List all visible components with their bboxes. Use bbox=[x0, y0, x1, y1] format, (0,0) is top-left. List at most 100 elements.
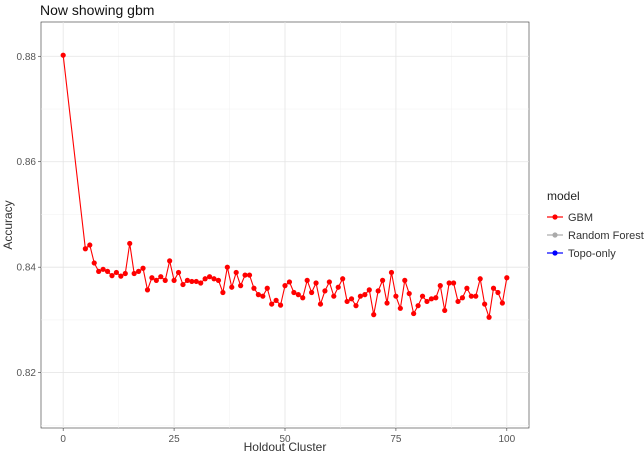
data-point bbox=[260, 293, 266, 299]
y-tick-label: 0.88 bbox=[17, 52, 37, 63]
data-point bbox=[464, 285, 470, 291]
legend-marker bbox=[552, 250, 558, 256]
data-point bbox=[215, 277, 222, 283]
data-point bbox=[459, 295, 466, 301]
data-point bbox=[366, 287, 372, 293]
data-point bbox=[357, 293, 364, 299]
data-point bbox=[233, 269, 239, 276]
data-point bbox=[326, 279, 332, 285]
data-point bbox=[122, 270, 128, 277]
legend: model GBM Random Forest Topo-only bbox=[547, 189, 644, 260]
data-point bbox=[175, 269, 182, 276]
data-point bbox=[206, 274, 213, 280]
data-point bbox=[317, 301, 324, 307]
data-point bbox=[286, 279, 293, 285]
data-point bbox=[309, 289, 315, 296]
data-point bbox=[251, 285, 257, 291]
legend-marker bbox=[552, 232, 558, 238]
data-point bbox=[144, 287, 151, 293]
chart-title: Now showing gbm bbox=[40, 2, 154, 18]
x-tick-label: 0 bbox=[60, 434, 66, 445]
legend-label: Topo-only bbox=[568, 248, 616, 260]
data-point bbox=[118, 273, 124, 279]
data-point bbox=[291, 289, 297, 296]
data-point bbox=[384, 300, 390, 306]
data-point bbox=[344, 298, 350, 305]
data-point bbox=[60, 52, 66, 58]
data-point bbox=[131, 270, 137, 277]
x-tick-label: 75 bbox=[390, 434, 402, 445]
data-point bbox=[153, 277, 159, 283]
data-point bbox=[446, 280, 452, 286]
data-point bbox=[388, 269, 395, 276]
data-point bbox=[380, 277, 386, 283]
data-point bbox=[189, 278, 195, 285]
data-point bbox=[482, 301, 488, 307]
data-point bbox=[158, 274, 164, 280]
data-point bbox=[393, 293, 399, 299]
data-point bbox=[295, 292, 301, 298]
data-point bbox=[96, 268, 102, 274]
data-point bbox=[362, 292, 368, 298]
data-point bbox=[277, 302, 284, 308]
data-point bbox=[415, 303, 421, 309]
data-point bbox=[238, 283, 244, 289]
data-point bbox=[87, 242, 93, 248]
x-axis: 0 25 50 75 100 bbox=[60, 428, 516, 445]
data-point bbox=[486, 314, 492, 320]
data-point bbox=[171, 277, 177, 283]
data-point bbox=[411, 310, 417, 317]
legend-marker bbox=[552, 214, 558, 220]
legend-item: Random Forest bbox=[547, 230, 644, 242]
x-axis-title: Holdout Cluster bbox=[244, 440, 327, 454]
y-axis: 0.82 0.84 0.86 0.88 bbox=[17, 52, 41, 379]
data-point bbox=[450, 280, 457, 286]
data-point bbox=[424, 298, 430, 305]
data-point bbox=[269, 301, 275, 307]
data-point bbox=[504, 275, 510, 281]
data-point bbox=[167, 258, 173, 264]
x-tick-label: 25 bbox=[169, 434, 181, 445]
data-point bbox=[353, 303, 359, 309]
legend-label: GBM bbox=[568, 212, 593, 224]
data-point bbox=[490, 285, 497, 291]
data-point bbox=[348, 296, 355, 302]
series-layer bbox=[60, 52, 510, 320]
data-point bbox=[335, 284, 341, 290]
y-tick-label: 0.82 bbox=[17, 368, 37, 379]
data-point bbox=[495, 289, 501, 296]
data-point bbox=[499, 300, 505, 306]
data-point bbox=[322, 288, 328, 294]
data-point bbox=[468, 293, 474, 299]
data-point bbox=[211, 276, 217, 282]
data-point bbox=[473, 293, 479, 299]
data-point bbox=[162, 277, 168, 283]
grid-lines bbox=[41, 22, 529, 428]
y-tick-label: 0.86 bbox=[17, 157, 37, 168]
data-point bbox=[242, 272, 248, 278]
data-point bbox=[229, 284, 235, 290]
data-point bbox=[224, 264, 230, 270]
data-point bbox=[313, 280, 319, 286]
data-point bbox=[304, 277, 310, 283]
data-point bbox=[202, 276, 208, 282]
data-point bbox=[433, 295, 439, 301]
data-point bbox=[419, 293, 426, 299]
y-axis-title: Accuracy bbox=[1, 200, 15, 249]
data-point bbox=[140, 265, 146, 271]
data-point bbox=[220, 289, 226, 296]
data-point bbox=[100, 266, 106, 272]
x-tick-label: 100 bbox=[498, 434, 515, 445]
data-point bbox=[273, 297, 279, 303]
data-point bbox=[136, 268, 142, 274]
data-point bbox=[198, 280, 204, 286]
data-point bbox=[104, 268, 111, 274]
data-point bbox=[442, 307, 448, 314]
data-point bbox=[375, 288, 381, 294]
data-point bbox=[255, 292, 261, 298]
data-point bbox=[402, 277, 408, 283]
legend-item: Topo-only bbox=[547, 248, 616, 260]
legend-item: GBM bbox=[547, 212, 593, 224]
data-point bbox=[282, 283, 288, 289]
